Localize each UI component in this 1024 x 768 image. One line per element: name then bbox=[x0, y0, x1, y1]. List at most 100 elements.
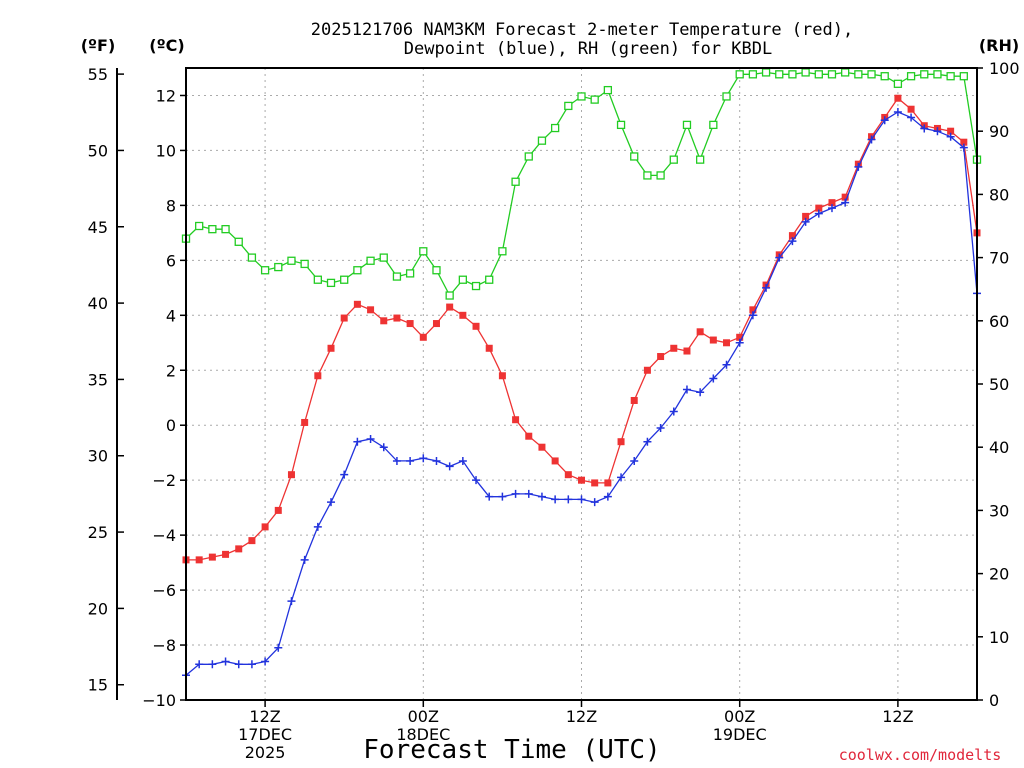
x-axis-title: Forecast Time (UTC) bbox=[363, 735, 660, 765]
data-point bbox=[208, 660, 217, 669]
data-point bbox=[933, 70, 942, 79]
time-tick-label: 12Z bbox=[882, 707, 913, 726]
data-point bbox=[590, 95, 599, 104]
data-point bbox=[392, 456, 401, 465]
celsius-tick-label: 8 bbox=[166, 196, 176, 215]
data-point bbox=[643, 171, 652, 180]
data-point bbox=[643, 366, 651, 374]
data-point bbox=[459, 311, 467, 319]
data-point bbox=[946, 72, 955, 81]
data-point bbox=[657, 353, 665, 361]
rh-tick-label: 70 bbox=[989, 249, 1009, 268]
celsius-tick-label: 12 bbox=[156, 86, 176, 105]
data-point bbox=[314, 372, 322, 380]
data-point bbox=[261, 523, 269, 531]
data-point bbox=[696, 155, 705, 164]
data-point bbox=[669, 155, 678, 164]
data-point bbox=[670, 344, 678, 352]
fahrenheit-tick-label: 15 bbox=[88, 676, 108, 695]
data-point bbox=[735, 70, 744, 79]
data-point bbox=[735, 338, 744, 347]
data-point bbox=[748, 311, 757, 320]
celsius-tick-label: 10 bbox=[156, 141, 176, 160]
time-tick-label: 18DEC bbox=[396, 725, 450, 744]
data-point bbox=[801, 217, 810, 226]
data-point bbox=[498, 372, 506, 380]
data-point bbox=[340, 275, 349, 284]
celsius-axis: 12 10 8 6 4 2 0 −2 −4 −6 −8 −10 bbox=[142, 86, 186, 710]
celsius-tick-label: −4 bbox=[152, 526, 176, 545]
data-point bbox=[432, 320, 440, 328]
data-point bbox=[788, 237, 797, 246]
data-point bbox=[577, 495, 586, 504]
data-point bbox=[458, 456, 467, 465]
data-point bbox=[669, 407, 678, 416]
data-point bbox=[550, 123, 560, 133]
celsius-tick-label: −6 bbox=[152, 581, 176, 600]
data-point bbox=[498, 247, 507, 256]
data-point bbox=[340, 470, 349, 479]
data-point bbox=[841, 193, 849, 201]
data-point bbox=[577, 92, 586, 101]
time-tick-label: 00Z bbox=[724, 707, 755, 726]
rh-tick-label: 100 bbox=[989, 59, 1020, 78]
data-point bbox=[696, 388, 705, 397]
data-point bbox=[946, 132, 955, 141]
credit-text: coolwx.com/modelts bbox=[839, 746, 1002, 764]
data-point bbox=[564, 495, 573, 504]
data-point bbox=[709, 374, 718, 383]
data-point bbox=[472, 322, 480, 330]
data-point bbox=[933, 127, 942, 136]
data-point bbox=[815, 204, 823, 212]
data-point bbox=[696, 328, 704, 336]
data-point bbox=[841, 198, 850, 207]
data-point bbox=[353, 437, 362, 446]
data-point bbox=[827, 204, 836, 213]
series-2-meter-temperature bbox=[182, 94, 981, 564]
data-point bbox=[195, 556, 203, 564]
data-point bbox=[498, 492, 507, 501]
data-point bbox=[578, 476, 585, 484]
celsius-unit-label: (ºC) bbox=[149, 36, 184, 55]
time-tick-label: 19DEC bbox=[713, 725, 767, 744]
data-point bbox=[736, 333, 744, 341]
data-point bbox=[854, 70, 863, 79]
data-point bbox=[221, 657, 230, 666]
data-point bbox=[722, 92, 731, 101]
data-point bbox=[538, 443, 546, 451]
data-point bbox=[300, 259, 309, 269]
data-point bbox=[656, 423, 665, 432]
data-point bbox=[393, 314, 401, 322]
data-point bbox=[380, 317, 388, 325]
data-point bbox=[643, 437, 652, 446]
data-point bbox=[761, 68, 771, 77]
chart-title: 2025121706 NAM3KM Forecast 2-meter Tempe… bbox=[311, 20, 853, 40]
data-point bbox=[419, 333, 427, 341]
fahrenheit-tick-label: 45 bbox=[88, 218, 108, 237]
data-point bbox=[947, 127, 955, 135]
data-point bbox=[234, 660, 243, 669]
data-series bbox=[181, 68, 982, 680]
data-point bbox=[247, 660, 256, 669]
data-point bbox=[511, 177, 520, 186]
data-point bbox=[564, 101, 573, 111]
data-point bbox=[551, 495, 560, 504]
data-point bbox=[723, 339, 731, 347]
time-tick-label: 2025 bbox=[245, 743, 286, 762]
data-point bbox=[392, 272, 402, 281]
data-point bbox=[880, 72, 889, 81]
celsius-tick-label: −2 bbox=[152, 471, 176, 490]
data-point bbox=[274, 506, 282, 514]
data-point bbox=[893, 107, 902, 116]
data-point bbox=[471, 281, 481, 291]
data-point bbox=[788, 70, 797, 79]
data-point bbox=[524, 152, 533, 161]
data-point bbox=[906, 72, 916, 81]
data-point bbox=[603, 492, 612, 501]
data-point bbox=[617, 438, 625, 446]
data-point bbox=[894, 94, 902, 102]
fahrenheit-tick-label: 55 bbox=[88, 65, 108, 84]
